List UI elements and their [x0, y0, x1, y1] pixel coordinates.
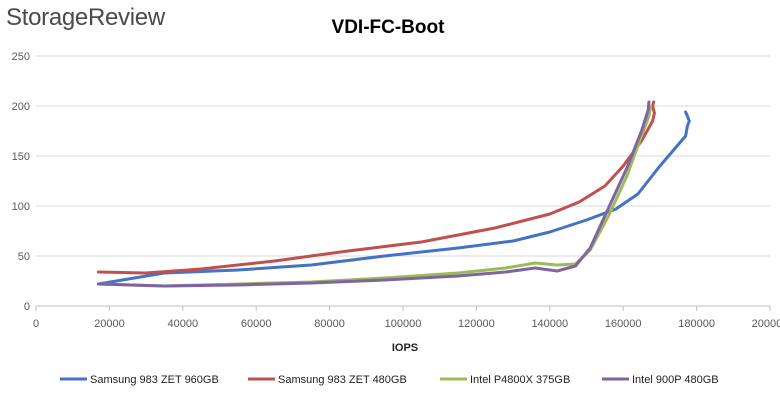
- x-axis-title: IOPS: [392, 342, 418, 354]
- legend-label: Samsung 983 ZET 480GB: [278, 374, 407, 386]
- series-line-2: [96, 100, 656, 275]
- x-tick-label: 100000: [385, 318, 422, 330]
- y-tick-label: 250: [12, 51, 30, 63]
- x-tick-label: 180000: [678, 318, 715, 330]
- x-tick-label: 20000: [94, 318, 125, 330]
- x-tick-label: 120000: [458, 318, 495, 330]
- x-tick-label: 80000: [314, 318, 345, 330]
- brand-logo: StorageReview: [6, 4, 165, 31]
- x-tick-label: 0: [33, 318, 39, 330]
- series-line-1: [96, 110, 691, 286]
- series-line-4: [96, 100, 651, 288]
- x-tick-label: 200000: [752, 318, 780, 330]
- y-tick-label: 0: [24, 301, 30, 313]
- legend-label: Intel P4800X 375GB: [470, 374, 570, 386]
- y-tick-label: 50: [18, 251, 30, 263]
- x-tick-label: 140000: [531, 318, 568, 330]
- x-tick-label: 160000: [605, 318, 642, 330]
- y-tick-label: 200: [12, 101, 30, 113]
- y-tick-label: 150: [12, 151, 30, 163]
- x-tick-label: 40000: [168, 318, 199, 330]
- chart-title: VDI-FC-Boot: [332, 17, 446, 38]
- series-line-3: [96, 104, 653, 288]
- y-tick-label: 100: [12, 201, 30, 213]
- x-tick-label: 60000: [241, 318, 272, 330]
- legend-label: Intel 900P 480GB: [632, 374, 719, 386]
- legend-label: Samsung 983 ZET 960GB: [90, 374, 219, 386]
